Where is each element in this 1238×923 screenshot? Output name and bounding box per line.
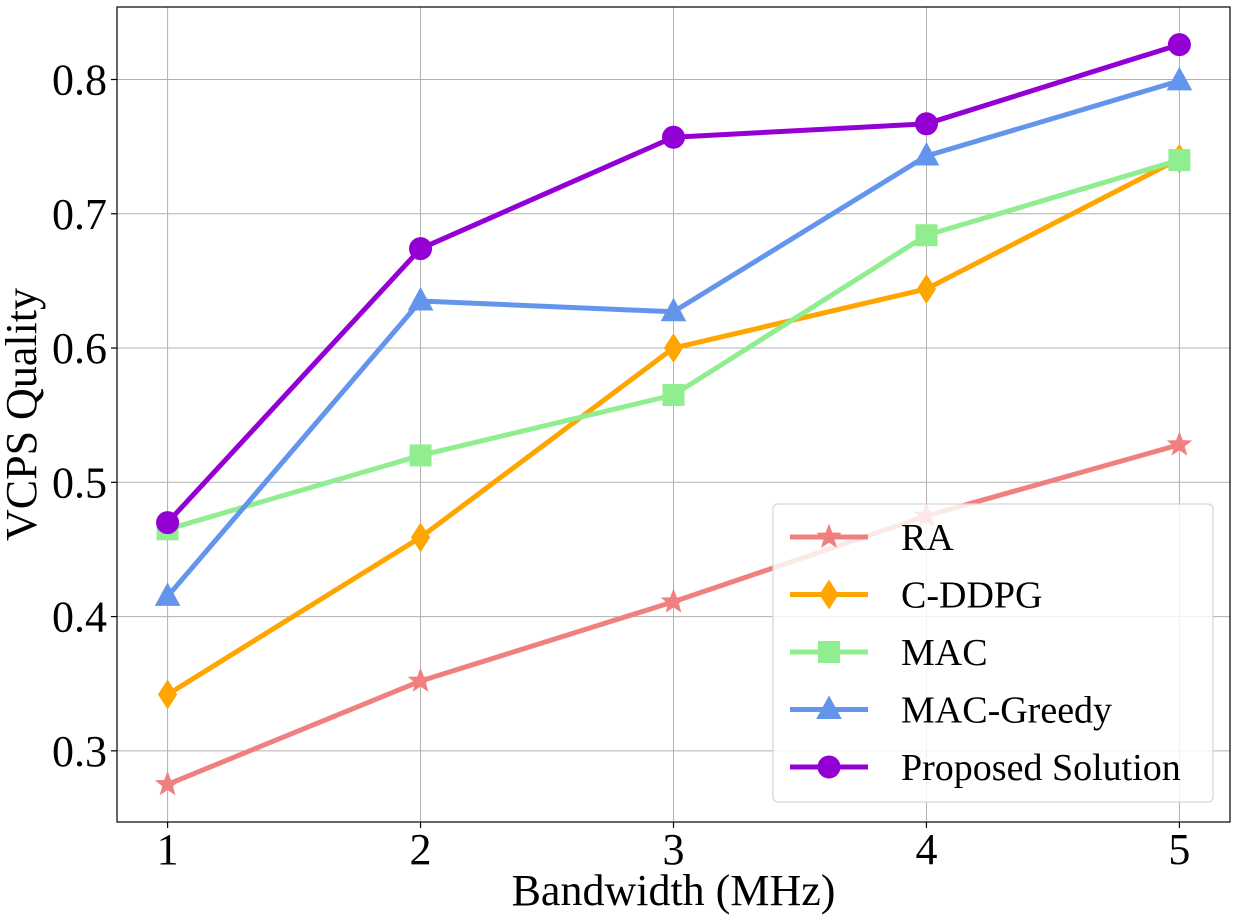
- legend-marker-ra: [816, 523, 842, 548]
- data-point-proposed-solution-4: [914, 112, 938, 136]
- data-point-proposed-solution-1: [156, 511, 180, 535]
- data-point-c-ddpg-3: [663, 333, 684, 363]
- legend-label-ra: RA: [901, 517, 954, 559]
- legend-label-proposed-solution: Proposed Solution: [901, 747, 1181, 789]
- legend-label-mac-greedy: MAC-Greedy: [901, 690, 1112, 732]
- x-tick-label: 5: [1168, 825, 1190, 874]
- legend-item-mac: MAC: [790, 632, 988, 674]
- legend: RA C-DDPG MAC MAC-Greedy Proposed Solution: [772, 503, 1214, 803]
- legend-marker-proposed-solution: [817, 755, 841, 779]
- data-point-mac-greedy-4: [913, 141, 940, 166]
- data-point-mac-greedy-1: [154, 582, 181, 606]
- x-tick-label: 3: [663, 825, 685, 874]
- data-point-mac-2: [409, 444, 432, 467]
- data-point-mac-greedy-2: [407, 287, 434, 311]
- data-point-c-ddpg-4: [916, 274, 937, 304]
- y-tick-label: 0.6: [52, 324, 107, 373]
- legend-item-ra: RA: [790, 517, 954, 559]
- legend-marker-mac: [818, 641, 840, 663]
- data-point-proposed-solution-3: [662, 125, 685, 149]
- x-tick-label: 2: [410, 825, 432, 874]
- series-mac-greedy: [154, 66, 1193, 606]
- data-point-mac-3: [662, 384, 685, 407]
- data-point-ra-3: [660, 588, 687, 613]
- data-point-proposed-solution-5: [1167, 33, 1191, 57]
- y-tick-label: 0.8: [52, 56, 107, 105]
- data-point-mac-4: [915, 224, 938, 247]
- data-point-ra-1: [154, 770, 181, 796]
- y-tick-label: 0.7: [52, 190, 107, 239]
- data-point-c-ddpg-1: [157, 679, 178, 710]
- y-axis-label: VCPS Quality: [0, 288, 46, 541]
- x-tick-label: 1: [157, 825, 179, 874]
- legend-box: [772, 503, 1214, 803]
- legend-item-c-ddpg: C-DDPG: [790, 575, 1042, 617]
- x-axis-label: Bandwidth (MHz): [512, 866, 836, 915]
- data-point-mac-5: [1168, 149, 1191, 172]
- tick-labels: 1 2 3 4 5 0.3 0.4 0.5 0.6 0.7 0.8: [52, 56, 1190, 874]
- x-tick-label: 4: [915, 825, 937, 874]
- series-layer: [154, 33, 1193, 796]
- legend-marker-mac-greedy: [816, 695, 842, 719]
- legend-marker-c-ddpg: [819, 579, 839, 610]
- series-proposed-solution: [156, 33, 1191, 535]
- data-point-ra-5: [1166, 431, 1193, 456]
- data-point-ra-2: [407, 667, 434, 692]
- legend-item-mac-greedy: MAC-Greedy: [790, 690, 1112, 732]
- data-point-mac-greedy-3: [660, 297, 687, 322]
- y-tick-label: 0.5: [52, 458, 107, 507]
- data-point-mac-greedy-5: [1166, 66, 1193, 91]
- legend-label-mac: MAC: [901, 632, 988, 674]
- y-tick-label: 0.4: [52, 593, 107, 642]
- legend-item-proposed-solution: Proposed Solution: [790, 747, 1181, 789]
- legend-label-c-ddpg: C-DDPG: [901, 575, 1042, 617]
- series-mac: [156, 149, 1191, 541]
- data-point-c-ddpg-2: [410, 522, 431, 553]
- y-tick-label: 0.3: [52, 727, 107, 776]
- data-point-proposed-solution-2: [409, 237, 433, 261]
